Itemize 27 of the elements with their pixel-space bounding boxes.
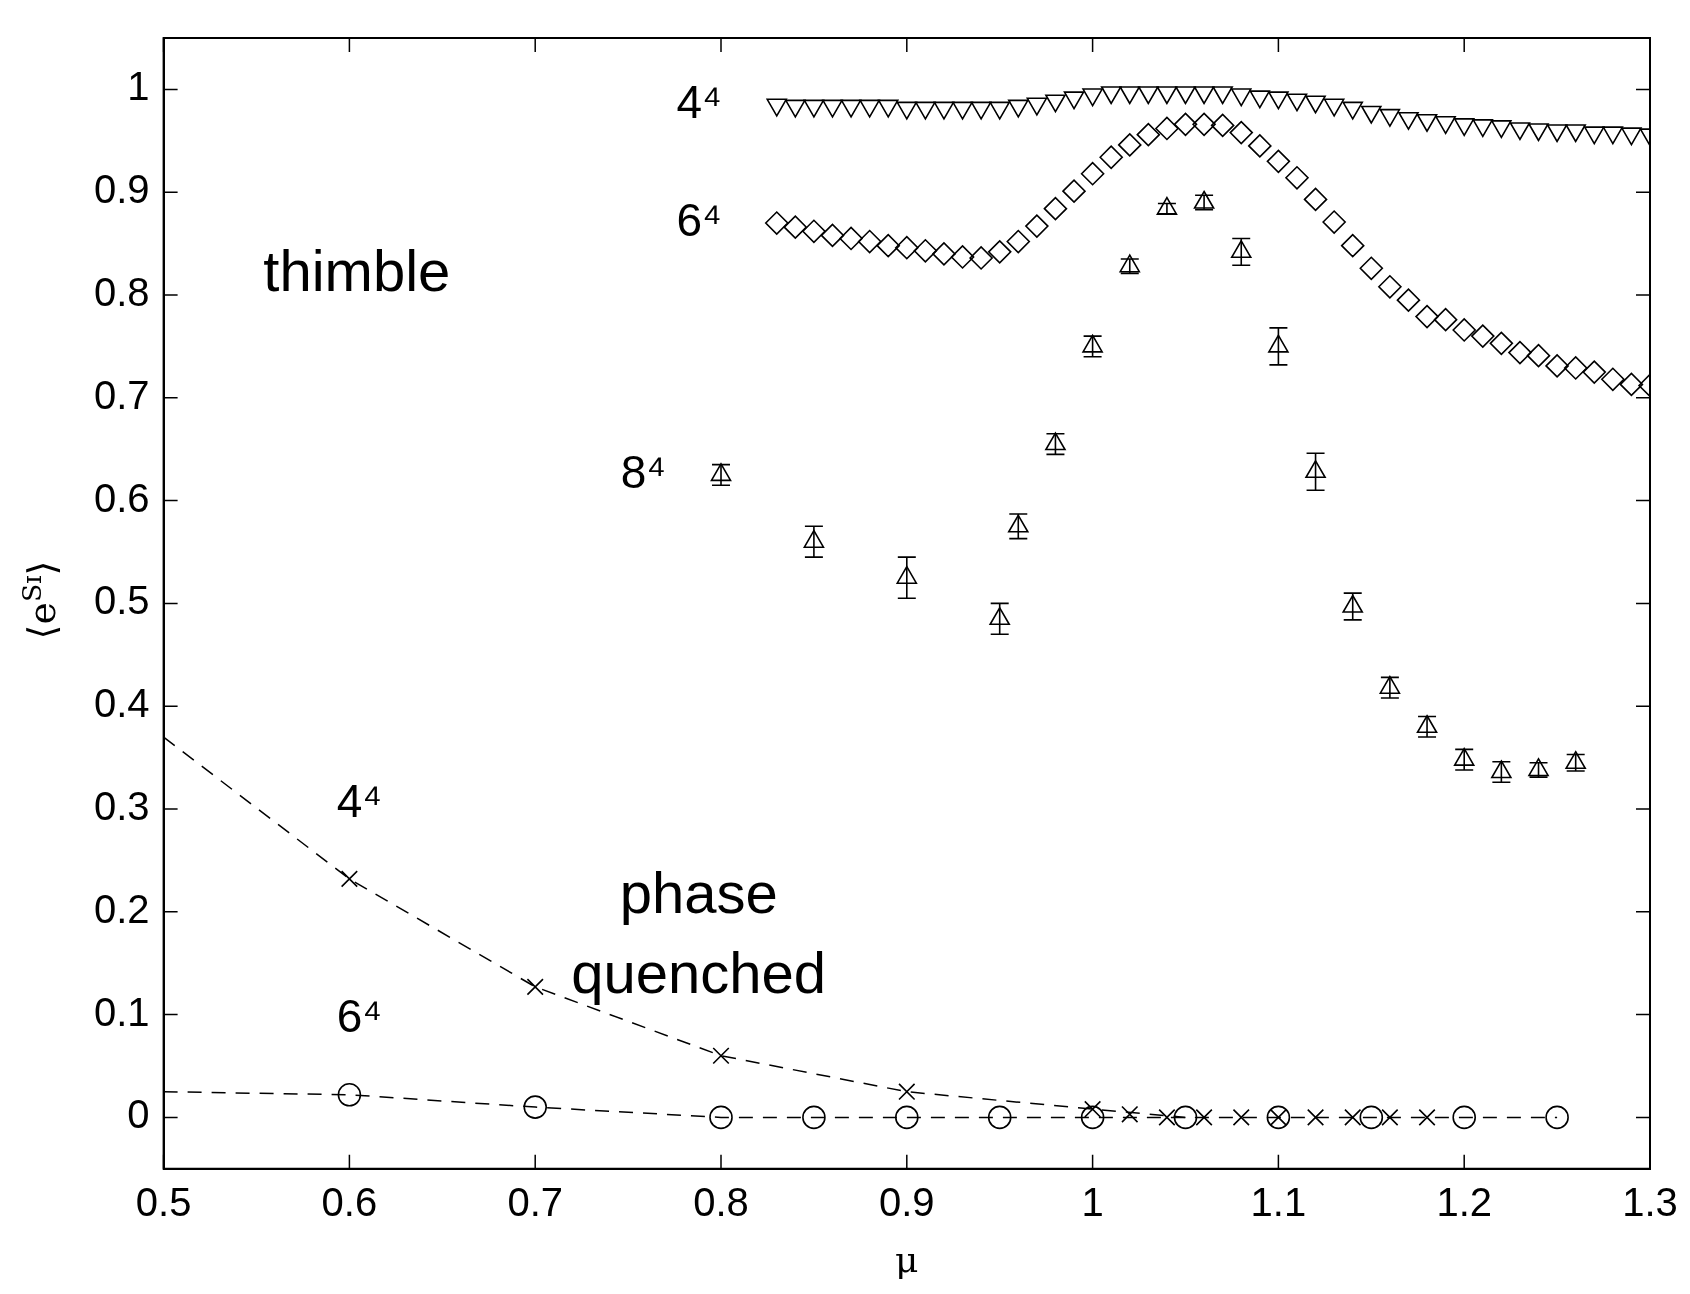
series-label: 8⁴ [620, 445, 666, 498]
x-tick-label: 0.7 [507, 1179, 564, 1224]
x-tick-label: 1.2 [1436, 1179, 1493, 1224]
series-label: 4⁴ [336, 774, 383, 827]
legend-label: 4⁴ [676, 75, 722, 128]
y-tick-label: 0.9 [94, 167, 150, 212]
y-tick-label: 0.1 [94, 989, 150, 1034]
series-label: 6⁴ [336, 990, 383, 1043]
y-tick-label: 0.5 [94, 578, 150, 623]
x-tick-label: 1.1 [1250, 1179, 1307, 1224]
annotation: phase quenched [571, 860, 827, 1006]
series-label: 6⁴ [676, 193, 722, 246]
y-tick-label: 0.2 [94, 886, 150, 931]
x-tick-label: 0.9 [879, 1179, 935, 1224]
y-tick-label: 0.4 [94, 681, 150, 726]
x-tick-label: 0.6 [321, 1179, 378, 1224]
x-tick-label: 1.3 [1622, 1179, 1678, 1224]
x-tick-label: 0.8 [693, 1179, 749, 1224]
y-tick-label: 0.3 [94, 784, 150, 829]
annotation: thimble [263, 238, 451, 304]
x-tick-label: 1 [1081, 1179, 1104, 1224]
y-tick-label: 0.6 [94, 475, 150, 520]
y-tick-label: 0 [127, 1092, 150, 1137]
x-axis-title: μ [895, 1238, 919, 1280]
y-tick-label: 1 [127, 64, 150, 109]
y-tick-label: 0.7 [94, 372, 150, 417]
y-tick-label: 0.8 [94, 270, 150, 315]
